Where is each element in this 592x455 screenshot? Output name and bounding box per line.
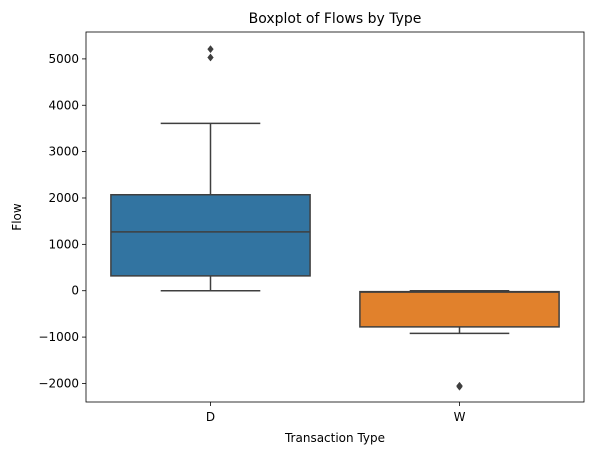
y-tick-label: −2000 (38, 376, 79, 390)
y-tick-label: 2000 (48, 191, 79, 205)
y-tick-label: −1000 (38, 330, 79, 344)
chart-title: Boxplot of Flows by Type (249, 11, 422, 27)
box-body (110, 193, 311, 277)
y-tick-label: 1000 (48, 237, 79, 251)
x-tick-label: D (206, 410, 215, 424)
y-axis: −2000 −1000 0 1000 2000 3000 4000 5000 (38, 52, 86, 390)
x-axis-label: Transaction Type (284, 431, 385, 445)
boxes (110, 45, 560, 391)
y-tick-label: 4000 (48, 98, 79, 112)
box-D (110, 45, 311, 292)
outlier-point (207, 45, 214, 54)
plot-area (85, 31, 585, 403)
box-W (359, 289, 560, 391)
outlier-point (207, 53, 214, 62)
y-axis-label: Flow (10, 203, 24, 231)
box-body (359, 290, 560, 328)
y-tick-label: 3000 (48, 145, 79, 159)
x-tick-label: W (454, 410, 466, 424)
y-tick-label: 0 (71, 284, 79, 298)
outlier-point (456, 382, 463, 391)
y-tick-label: 5000 (48, 52, 79, 66)
